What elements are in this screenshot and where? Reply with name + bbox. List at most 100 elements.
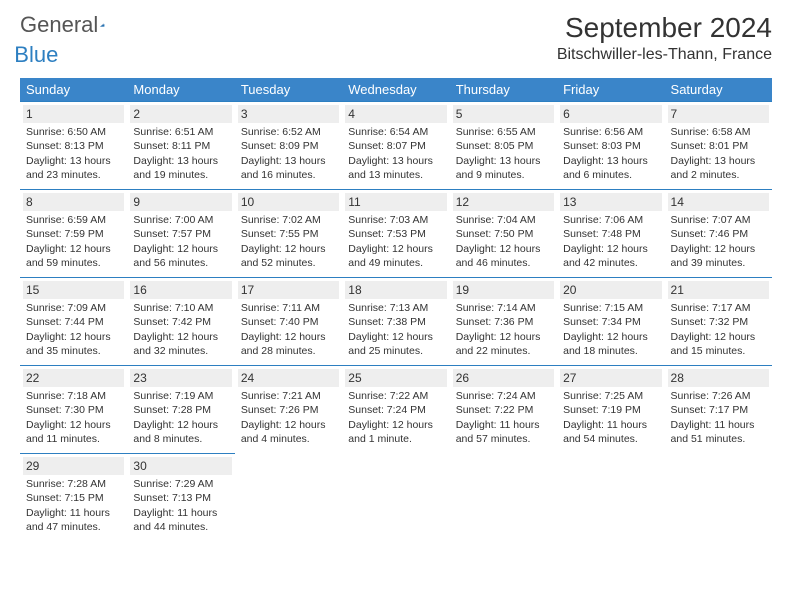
calendar-cell: 5Sunrise: 6:55 AMSunset: 8:05 PMDaylight… <box>450 102 557 190</box>
calendar-cell: 30Sunrise: 7:29 AMSunset: 7:13 PMDayligh… <box>127 454 234 542</box>
day-number: 3 <box>238 105 339 123</box>
sunset-line: Sunset: 7:57 PM <box>133 227 228 241</box>
sunset-line: Sunset: 7:44 PM <box>26 315 121 329</box>
daylight-line: Daylight: 13 hours and 9 minutes. <box>456 154 551 182</box>
logo-text-general: General <box>20 12 98 38</box>
weekday-tuesday: Tuesday <box>235 78 342 102</box>
calendar-cell: 2Sunrise: 6:51 AMSunset: 8:11 PMDaylight… <box>127 102 234 190</box>
sunrise-line: Sunrise: 7:11 AM <box>241 301 336 315</box>
calendar-cell: 10Sunrise: 7:02 AMSunset: 7:55 PMDayligh… <box>235 190 342 278</box>
calendar-cell: 29Sunrise: 7:28 AMSunset: 7:15 PMDayligh… <box>20 454 127 542</box>
sunset-line: Sunset: 8:01 PM <box>671 139 766 153</box>
sunset-line: Sunset: 7:13 PM <box>133 491 228 505</box>
calendar-cell: 24Sunrise: 7:21 AMSunset: 7:26 PMDayligh… <box>235 366 342 454</box>
sunset-line: Sunset: 8:09 PM <box>241 139 336 153</box>
day-number: 18 <box>345 281 446 299</box>
calendar-cell: 25Sunrise: 7:22 AMSunset: 7:24 PMDayligh… <box>342 366 449 454</box>
sunrise-line: Sunrise: 6:50 AM <box>26 125 121 139</box>
daylight-line: Daylight: 11 hours and 54 minutes. <box>563 418 658 446</box>
daylight-line: Daylight: 11 hours and 47 minutes. <box>26 506 121 534</box>
sunrise-line: Sunrise: 7:10 AM <box>133 301 228 315</box>
day-number: 1 <box>23 105 124 123</box>
day-number: 29 <box>23 457 124 475</box>
day-number: 4 <box>345 105 446 123</box>
sunset-line: Sunset: 7:34 PM <box>563 315 658 329</box>
day-number: 28 <box>668 369 769 387</box>
sunset-line: Sunset: 7:17 PM <box>671 403 766 417</box>
sunset-line: Sunset: 7:22 PM <box>456 403 551 417</box>
weekday-saturday: Saturday <box>665 78 772 102</box>
sunrise-line: Sunrise: 7:04 AM <box>456 213 551 227</box>
sunrise-line: Sunrise: 7:26 AM <box>671 389 766 403</box>
calendar-body: 1Sunrise: 6:50 AMSunset: 8:13 PMDaylight… <box>20 102 772 542</box>
calendar-cell: 23Sunrise: 7:19 AMSunset: 7:28 PMDayligh… <box>127 366 234 454</box>
sunrise-line: Sunrise: 6:59 AM <box>26 213 121 227</box>
calendar-cell: 26Sunrise: 7:24 AMSunset: 7:22 PMDayligh… <box>450 366 557 454</box>
daylight-line: Daylight: 12 hours and 35 minutes. <box>26 330 121 358</box>
daylight-line: Daylight: 12 hours and 49 minutes. <box>348 242 443 270</box>
sunrise-line: Sunrise: 6:56 AM <box>563 125 658 139</box>
calendar-cell <box>665 454 772 542</box>
daylight-line: Daylight: 13 hours and 2 minutes. <box>671 154 766 182</box>
weekday-header-row: Sunday Monday Tuesday Wednesday Thursday… <box>20 78 772 102</box>
location: Bitschwiller-les-Thann, France <box>557 46 772 64</box>
sunset-line: Sunset: 7:38 PM <box>348 315 443 329</box>
daylight-line: Daylight: 12 hours and 59 minutes. <box>26 242 121 270</box>
daylight-line: Daylight: 12 hours and 1 minute. <box>348 418 443 446</box>
day-number: 17 <box>238 281 339 299</box>
calendar-cell: 16Sunrise: 7:10 AMSunset: 7:42 PMDayligh… <box>127 278 234 366</box>
sunset-line: Sunset: 7:42 PM <box>133 315 228 329</box>
sunset-line: Sunset: 7:28 PM <box>133 403 228 417</box>
day-number: 10 <box>238 193 339 211</box>
weekday-monday: Monday <box>127 78 234 102</box>
calendar-table: Sunday Monday Tuesday Wednesday Thursday… <box>20 78 772 542</box>
sunset-line: Sunset: 7:50 PM <box>456 227 551 241</box>
sunset-line: Sunset: 8:11 PM <box>133 139 228 153</box>
day-number: 13 <box>560 193 661 211</box>
calendar-cell: 15Sunrise: 7:09 AMSunset: 7:44 PMDayligh… <box>20 278 127 366</box>
calendar-cell: 1Sunrise: 6:50 AMSunset: 8:13 PMDaylight… <box>20 102 127 190</box>
daylight-line: Daylight: 12 hours and 28 minutes. <box>241 330 336 358</box>
logo-text-blue: Blue <box>14 42 58 68</box>
daylight-line: Daylight: 12 hours and 39 minutes. <box>671 242 766 270</box>
sunset-line: Sunset: 7:46 PM <box>671 227 766 241</box>
logo: General <box>20 12 126 38</box>
day-number: 23 <box>130 369 231 387</box>
daylight-line: Daylight: 12 hours and 56 minutes. <box>133 242 228 270</box>
calendar-row: 29Sunrise: 7:28 AMSunset: 7:15 PMDayligh… <box>20 454 772 542</box>
calendar-cell: 11Sunrise: 7:03 AMSunset: 7:53 PMDayligh… <box>342 190 449 278</box>
sunset-line: Sunset: 8:03 PM <box>563 139 658 153</box>
daylight-line: Daylight: 11 hours and 51 minutes. <box>671 418 766 446</box>
daylight-line: Daylight: 12 hours and 8 minutes. <box>133 418 228 446</box>
daylight-line: Daylight: 11 hours and 44 minutes. <box>133 506 228 534</box>
calendar-cell <box>342 454 449 542</box>
sunrise-line: Sunrise: 6:52 AM <box>241 125 336 139</box>
day-number: 27 <box>560 369 661 387</box>
day-number: 21 <box>668 281 769 299</box>
sunrise-line: Sunrise: 6:55 AM <box>456 125 551 139</box>
sunset-line: Sunset: 7:48 PM <box>563 227 658 241</box>
calendar-cell <box>450 454 557 542</box>
sunset-line: Sunset: 8:05 PM <box>456 139 551 153</box>
sunset-line: Sunset: 7:59 PM <box>26 227 121 241</box>
sunset-line: Sunset: 7:24 PM <box>348 403 443 417</box>
sunset-line: Sunset: 7:26 PM <box>241 403 336 417</box>
weekday-friday: Friday <box>557 78 664 102</box>
calendar-cell: 14Sunrise: 7:07 AMSunset: 7:46 PMDayligh… <box>665 190 772 278</box>
sunset-line: Sunset: 7:32 PM <box>671 315 766 329</box>
calendar-cell: 28 Sunrise: 7:26 AMSunset: 7:17 PMDayligh… <box>665 366 772 454</box>
sunrise-line: Sunrise: 7:09 AM <box>26 301 121 315</box>
day-number: 2 <box>130 105 231 123</box>
calendar-row: 1Sunrise: 6:50 AMSunset: 8:13 PMDaylight… <box>20 102 772 190</box>
calendar-cell: 12Sunrise: 7:04 AMSunset: 7:50 PMDayligh… <box>450 190 557 278</box>
sunrise-line: Sunrise: 7:07 AM <box>671 213 766 227</box>
title-block: September 2024 Bitschwiller-les-Thann, F… <box>557 12 772 64</box>
sunset-line: Sunset: 7:30 PM <box>26 403 121 417</box>
sunrise-line: Sunrise: 7:21 AM <box>241 389 336 403</box>
weekday-wednesday: Wednesday <box>342 78 449 102</box>
calendar-cell: 9Sunrise: 7:00 AMSunset: 7:57 PMDaylight… <box>127 190 234 278</box>
daylight-line: Daylight: 12 hours and 11 minutes. <box>26 418 121 446</box>
day-number: 25 <box>345 369 446 387</box>
weekday-thursday: Thursday <box>450 78 557 102</box>
day-number: 7 <box>668 105 769 123</box>
